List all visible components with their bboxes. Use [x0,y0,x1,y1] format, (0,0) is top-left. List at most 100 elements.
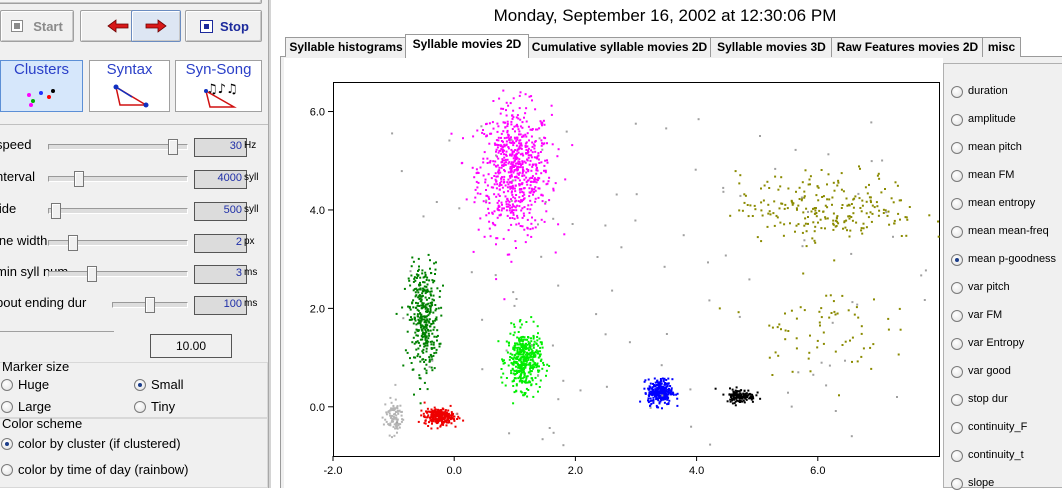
feature-radio[interactable] [951,394,963,406]
data-point [810,210,813,213]
tab-raw-features-movies-2d[interactable]: Raw Features movies 2D [831,37,984,57]
top-edge-button[interactable] [0,0,262,4]
feature-radio[interactable] [951,450,963,462]
data-point [518,133,520,136]
slider-track[interactable] [48,271,188,277]
data-point [520,209,523,212]
scatter-plot[interactable]: -2.0 0.0 2.0 4.0 6.00.02.04.06.0 [284,58,943,488]
data-point [512,144,515,147]
clusters-mode-button[interactable]: Clusters [0,60,83,112]
data-point [445,424,448,427]
data-point [522,135,525,138]
feature-radio[interactable] [951,338,963,350]
feature-radio[interactable] [951,254,963,266]
data-point [507,190,510,193]
data-point [419,324,422,327]
data-point [659,394,662,397]
slider-value[interactable]: 100 [194,296,247,315]
data-point [512,116,515,119]
data-point [398,409,401,412]
feature-radio[interactable] [951,422,963,434]
slider-value[interactable]: 2 [194,234,247,253]
data-point [750,396,753,398]
data-point [524,133,527,136]
feature-radio[interactable] [951,282,963,294]
radio-small[interactable] [134,379,146,391]
feature-radio[interactable] [951,142,963,154]
data-point [860,332,863,335]
slider-value[interactable]: 500 [194,202,247,221]
data-point [508,161,511,164]
stop-button[interactable]: Stop [185,10,262,42]
data-point [492,223,495,226]
slider-track[interactable] [48,176,188,182]
tab-syllable-movies-3d[interactable]: Syllable movies 3D [710,37,833,57]
slider-track[interactable] [48,240,188,246]
data-point [519,336,522,339]
syn-song-mode-button[interactable]: Syn-Song ♫♪♫ [175,60,262,112]
data-point [533,188,536,191]
splitter[interactable] [268,0,271,488]
feature-radio[interactable] [951,366,963,378]
feature-radio[interactable] [951,114,963,126]
data-point [672,392,675,395]
feature-radio[interactable] [951,170,963,182]
slider-thumb[interactable] [68,235,78,251]
data-point [524,343,527,346]
data-point [423,305,426,308]
syntax-mode-button[interactable]: Syntax [89,60,170,112]
slider-value[interactable]: 3 [194,265,247,284]
arrow-left-icon [107,19,129,33]
next-button[interactable] [131,10,181,42]
radio-color-by-time[interactable] [1,464,13,476]
radio-color-by-cluster[interactable] [1,438,13,450]
data-point [521,171,524,174]
slider-thumb[interactable] [51,203,61,219]
tab-cumulative-syllable-movies-2d[interactable]: Cumulative syllable movies 2D [527,37,712,57]
start-button[interactable]: Start [0,10,74,42]
data-point [424,307,427,310]
data-point [660,398,662,401]
slider-track[interactable] [48,208,188,214]
feature-radio[interactable] [951,226,963,238]
slider-thumb[interactable] [74,171,84,187]
data-point [524,112,527,115]
tab-syllable-movies-2d[interactable]: Syllable movies 2D [405,34,529,58]
data-point [537,374,540,377]
data-point [456,418,459,420]
data-point [389,414,392,417]
data-point [501,358,504,361]
data-point [396,419,399,422]
data-point [429,293,432,296]
feature-radio[interactable] [951,86,963,98]
slider-value[interactable]: 4000 [194,170,247,189]
radio-huge[interactable] [1,379,13,391]
data-point [665,379,668,381]
data-point [415,287,418,290]
data-point [657,381,660,384]
radio-large[interactable] [1,401,13,413]
tab-syllable-histograms[interactable]: Syllable histograms [285,37,407,57]
slider-row: speed 30 Hz [0,137,268,157]
tab-misc[interactable]: misc [982,37,1021,57]
slider-thumb[interactable] [87,266,97,282]
data-point [664,398,667,401]
data-point [487,196,490,199]
feature-radio[interactable] [951,478,963,490]
slider-thumb[interactable] [145,297,155,313]
data-point [824,217,827,220]
data-point [731,388,734,391]
data-point [547,180,550,183]
slider-track[interactable] [48,144,188,150]
feature-radio[interactable] [951,310,963,322]
data-point [484,181,487,184]
data-point [537,152,540,155]
x-tick-label: 6.0 [810,465,825,477]
slider-value[interactable]: 30 [194,138,247,157]
data-point [887,210,890,213]
data-point [503,156,506,159]
radio-tiny[interactable] [134,401,146,413]
data-point [426,344,429,347]
slider-thumb[interactable] [168,139,178,155]
feature-radio[interactable] [951,198,963,210]
